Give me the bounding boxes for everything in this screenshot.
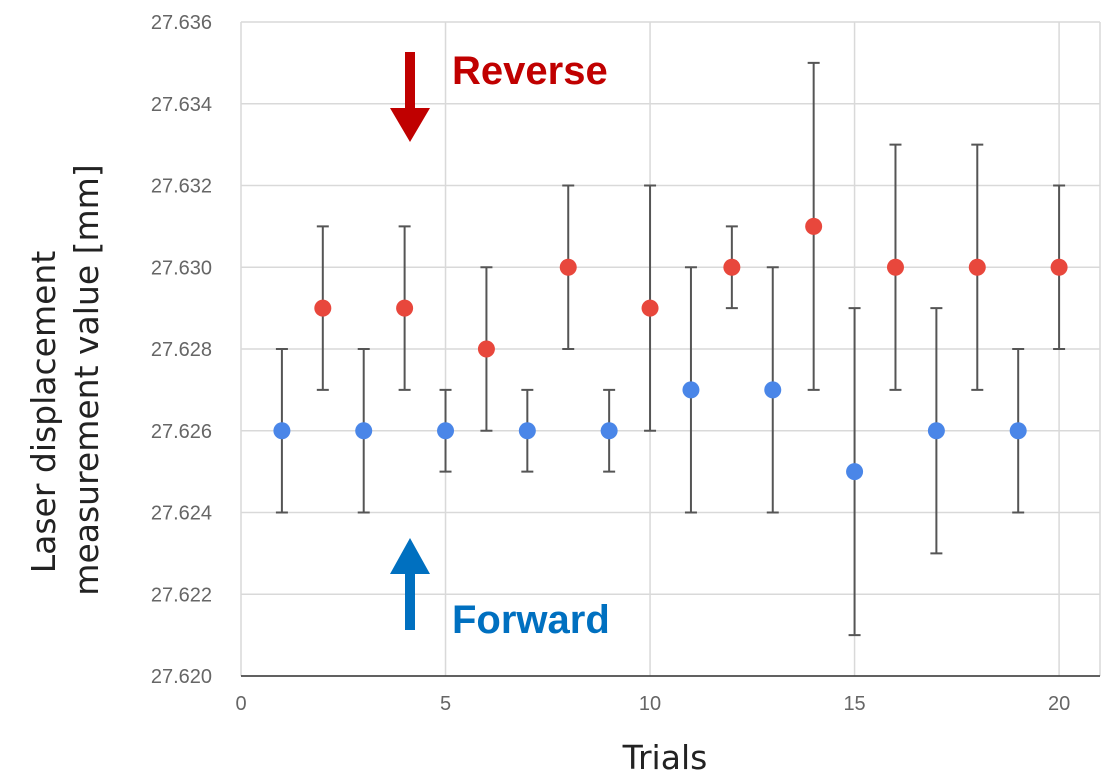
forward-point [682, 381, 700, 399]
y-tick-label: 27.622 [151, 584, 212, 606]
grid [240, 21, 1101, 677]
reverse-point [968, 258, 986, 276]
arrow-down-icon [390, 52, 430, 142]
y-axis-title-line-2: measurement value [mm] [67, 164, 106, 595]
reverse-point [477, 340, 495, 358]
forward-point [1009, 422, 1027, 440]
forward-point [846, 463, 864, 481]
forward-point [927, 422, 945, 440]
forward-point [764, 381, 782, 399]
reverse-annotation: Reverse [390, 49, 608, 142]
arrow-up-icon [390, 538, 430, 630]
y-tick-label: 27.634 [151, 94, 212, 116]
reverse-point [886, 258, 904, 276]
x-tick-label: 20 [1048, 693, 1070, 715]
reverse-point [396, 299, 414, 317]
y-tick-label: 27.632 [151, 176, 212, 198]
y-tick-label: 27.620 [151, 666, 212, 688]
y-tick-label: 27.626 [151, 421, 212, 443]
forward-point [518, 422, 536, 440]
y-tick-label: 27.624 [151, 503, 212, 525]
y-tick-label: 27.630 [151, 257, 212, 279]
forward-annotation: Forward [390, 538, 610, 642]
reverse-point [641, 299, 659, 317]
reverse-label: Reverse [452, 49, 608, 93]
x-tick-label: 10 [639, 693, 661, 715]
reverse-point [723, 258, 741, 276]
data-points [273, 217, 1068, 481]
x-axis-title: Trials [622, 738, 708, 776]
reverse-point [559, 258, 577, 276]
x-tick-label: 0 [235, 693, 246, 715]
y-tick-label: 27.628 [151, 339, 212, 361]
x-tick-label: 15 [843, 693, 865, 715]
forward-point [273, 422, 291, 440]
y-axis-title-line-1: Laser displacement [24, 251, 63, 574]
reverse-point [805, 217, 823, 235]
forward-label: Forward [452, 598, 610, 642]
error-bars [275, 61, 1066, 637]
reverse-point [1050, 258, 1068, 276]
forward-point [355, 422, 373, 440]
axes: 27.620 27.622 27.624 27.626 27.628 27.630 27.6… [151, 12, 1100, 715]
x-tick-label: 5 [440, 693, 451, 715]
y-tick-label: 27.636 [151, 12, 212, 34]
forward-point [437, 422, 455, 440]
reverse-point [314, 299, 332, 317]
forward-point [600, 422, 618, 440]
